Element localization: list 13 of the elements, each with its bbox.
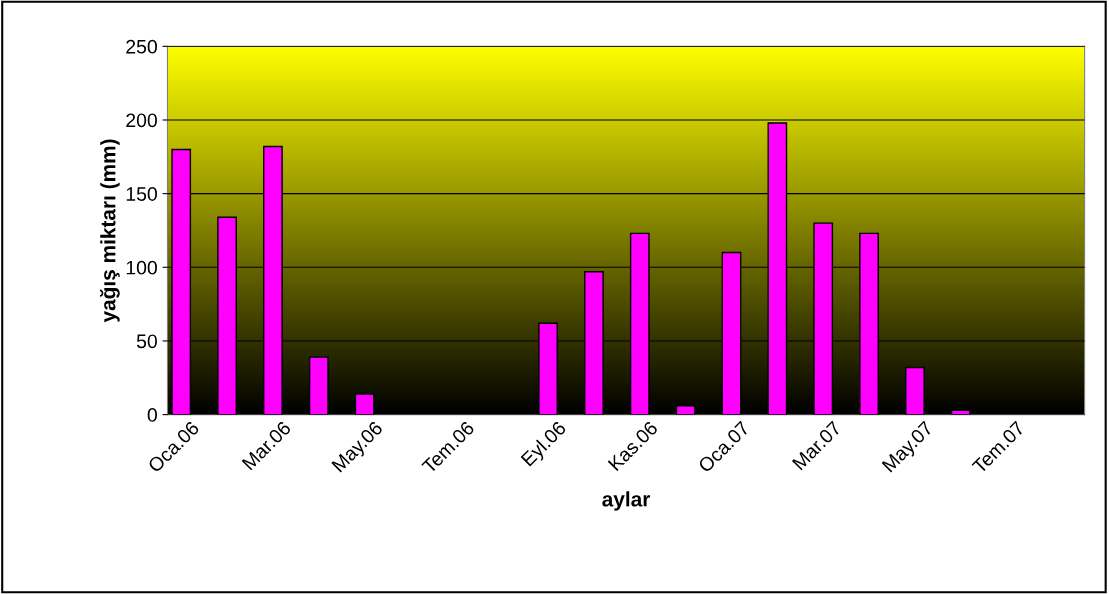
bar: [675, 405, 696, 415]
y-tick-label: 150: [126, 187, 157, 201]
y-tick-label: 0: [147, 408, 157, 422]
y-tick-label: 250: [126, 39, 157, 54]
y-tick-label: 50: [136, 334, 157, 349]
x-axis-title: aylar: [602, 491, 651, 511]
y-tick-label: 100: [126, 260, 157, 275]
bar: [950, 409, 971, 415]
y-tick-label: 200: [126, 113, 157, 128]
bar: [308, 356, 329, 415]
bar: [354, 393, 375, 415]
y-axis-title: yağış miktarı (mm): [100, 139, 120, 323]
bar: [905, 366, 925, 415]
